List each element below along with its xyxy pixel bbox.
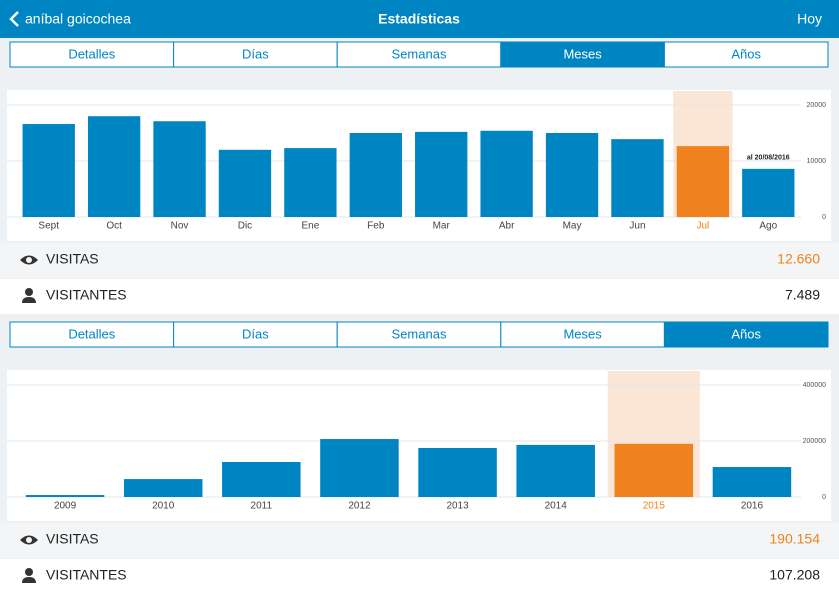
- x-tick-label: Ene: [301, 221, 319, 232]
- x-tick-label: 2016: [741, 501, 764, 512]
- tab[interactable]: [500, 41, 665, 68]
- tab[interactable]: [173, 321, 338, 348]
- bar: [222, 462, 301, 497]
- x-tick-label: Dic: [238, 221, 252, 232]
- tab[interactable]: [663, 321, 829, 348]
- bar: [676, 146, 730, 217]
- eye-pupil: [26, 257, 32, 263]
- tab[interactable]: [336, 321, 502, 348]
- tab-label[interactable]: Detalles: [68, 326, 115, 341]
- stat-label: VISITANTES: [46, 567, 127, 583]
- today-button[interactable]: Hoy: [797, 11, 822, 27]
- tab-label[interactable]: Años: [731, 46, 761, 61]
- stat-value: 107.208: [769, 567, 820, 583]
- x-tick-label: 2010: [152, 501, 175, 512]
- x-tick-label: Ago: [759, 221, 777, 232]
- y-tick-label: 200000: [803, 438, 826, 445]
- x-tick-label: Mar: [433, 221, 451, 232]
- y-tick-label: 0: [822, 494, 826, 501]
- x-tick-label: Jul: [696, 221, 709, 232]
- stat-label: VISITAS: [46, 531, 99, 547]
- bar: [320, 439, 399, 497]
- bar: [218, 149, 272, 217]
- bar: [614, 443, 694, 497]
- header-title: Estadísticas: [378, 11, 460, 27]
- stat-row: [0, 559, 839, 592]
- tab[interactable]: [9, 41, 175, 68]
- bar: [22, 124, 75, 217]
- tab[interactable]: [9, 321, 175, 348]
- tab-label[interactable]: Semanas: [392, 326, 447, 341]
- x-tick-label: Oct: [106, 221, 122, 232]
- person-head: [25, 568, 33, 576]
- x-tick-label: 2015: [643, 501, 666, 512]
- bar: [545, 133, 599, 217]
- eye-pupil: [26, 537, 32, 543]
- x-tick-label: 2011: [251, 501, 273, 512]
- stat-row: [0, 279, 839, 314]
- stat-value: 190.154: [769, 531, 820, 547]
- x-tick-label: Abr: [499, 221, 515, 232]
- tab-label[interactable]: Días: [242, 326, 269, 341]
- x-tick-label: 2012: [348, 501, 371, 512]
- x-tick-label: Nov: [171, 221, 189, 232]
- bar: [418, 448, 497, 497]
- tab-label[interactable]: Días: [242, 46, 269, 61]
- x-tick-label: Feb: [367, 221, 385, 232]
- tab-label[interactable]: Semanas: [392, 46, 447, 61]
- bar: [415, 131, 468, 217]
- bar: [516, 444, 595, 497]
- person-head: [25, 288, 33, 296]
- bar: [284, 148, 337, 217]
- bar: [87, 116, 141, 217]
- back-link[interactable]: aníbal goicochea: [25, 11, 131, 27]
- x-tick-label: Sept: [38, 221, 59, 232]
- stat-value: 12.660: [777, 251, 820, 267]
- person-body: [22, 577, 36, 583]
- stat-row: [0, 523, 839, 558]
- bar: [349, 133, 402, 217]
- bar: [480, 130, 533, 217]
- bar: [712, 467, 792, 497]
- tab-label[interactable]: Meses: [563, 46, 602, 61]
- y-tick-label: 10000: [807, 158, 827, 165]
- tab[interactable]: [336, 41, 502, 68]
- person-body: [22, 297, 36, 303]
- x-tick-label: 2013: [446, 501, 469, 512]
- chart-card: [7, 370, 831, 521]
- bar: [742, 168, 795, 217]
- header-bar: [0, 0, 839, 38]
- stat-label: VISITANTES: [46, 287, 127, 303]
- tab[interactable]: [663, 41, 829, 68]
- x-tick-label: 2014: [545, 501, 568, 512]
- tab-label[interactable]: Detalles: [68, 46, 115, 61]
- tab[interactable]: [173, 41, 338, 68]
- stat-label: VISITAS: [46, 251, 99, 267]
- y-tick-label: 20000: [807, 102, 827, 109]
- back-icon[interactable]: [9, 11, 19, 27]
- x-tick-label: 2009: [54, 501, 77, 512]
- bar: [153, 121, 206, 217]
- tab-label[interactable]: Meses: [563, 326, 602, 341]
- x-tick-label: May: [563, 221, 582, 232]
- tab-label[interactable]: Años: [731, 326, 761, 341]
- y-tick-label: 0: [822, 214, 826, 221]
- y-tick-label: 400000: [803, 382, 826, 389]
- bar: [123, 479, 203, 497]
- stat-value: 7.489: [785, 287, 820, 303]
- stat-row: [0, 243, 839, 278]
- bar: [25, 495, 105, 497]
- bar: [611, 139, 664, 217]
- bar-annotation: al 20/08/2016: [747, 155, 790, 162]
- x-tick-label: Jun: [629, 221, 645, 232]
